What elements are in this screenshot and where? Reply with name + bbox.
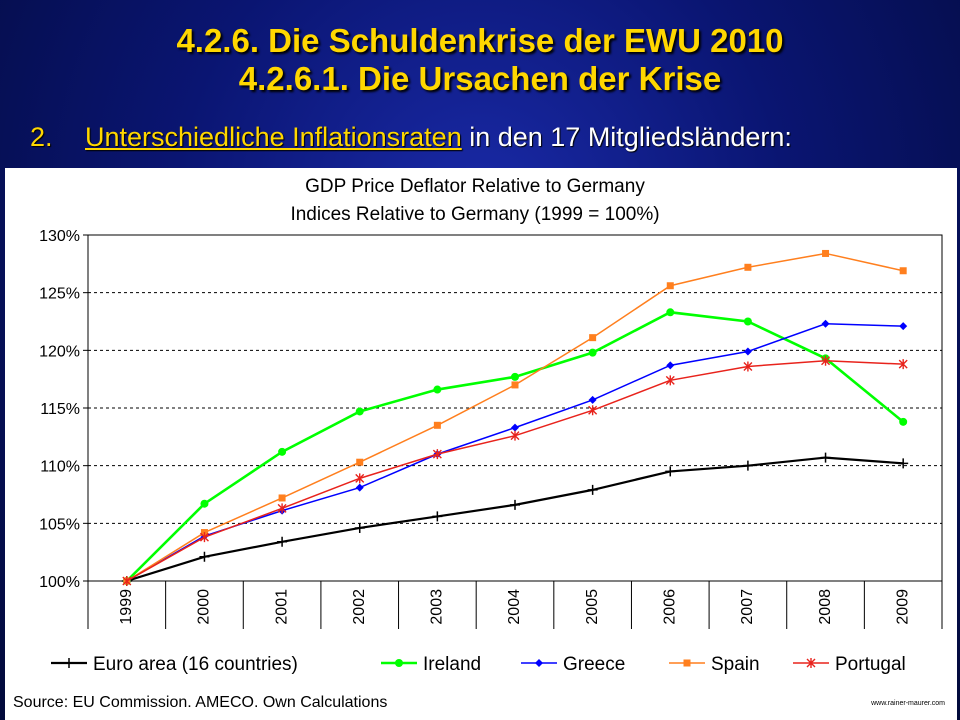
legend-marker-greece — [535, 659, 543, 667]
data-point-euro-area-16-countries — [510, 499, 520, 510]
data-point-euro-area-16-countries — [898, 458, 909, 469]
series-line-portugal — [126, 359, 904, 582]
data-point-ireland — [200, 499, 209, 508]
legend-marker-euro-area-16-countries — [64, 658, 74, 668]
x-tick-label: 2007 — [739, 589, 756, 625]
y-tick-label: 115% — [40, 401, 80, 418]
line-chart: GDP Price Deflator Relative to Germany I… — [39, 176, 943, 675]
data-point-portugal — [199, 532, 209, 543]
data-point-euro-area-16-countries — [277, 536, 288, 547]
data-point-euro-area-16-countries — [742, 460, 753, 471]
data-point-greece — [588, 395, 597, 404]
x-tick-label: 2000 — [196, 589, 213, 625]
data-point-portugal — [355, 473, 365, 484]
series-line-spain — [126, 252, 904, 582]
data-point-euro-area-16-countries — [820, 452, 831, 463]
data-point-portugal — [510, 430, 520, 441]
data-point-spain — [744, 263, 752, 271]
chart-panel: GDP Price Deflator Relative to Germany I… — [5, 168, 957, 720]
data-point-spain — [589, 334, 597, 342]
data-point-spain — [899, 267, 907, 275]
legend-marker-portugal — [806, 658, 816, 668]
data-point-ireland — [899, 417, 908, 426]
legend-label-greece: Greece — [563, 654, 625, 675]
legend-label-spain: Spain — [711, 654, 760, 675]
data-point-portugal — [743, 361, 753, 372]
series-line-euro-area-16-countries — [126, 456, 904, 583]
data-point-portugal — [898, 359, 908, 370]
data-point-portugal — [432, 449, 442, 460]
legend-label-portugal: Portugal — [835, 654, 906, 675]
legend-label-euro-area-16-countries: Euro area (16 countries) — [93, 654, 298, 675]
x-tick-label: 2003 — [429, 589, 446, 625]
data-point-greece — [511, 423, 519, 432]
data-point-ireland — [743, 317, 752, 326]
series-line-greece — [126, 323, 904, 582]
x-tick-label: 2002 — [351, 589, 368, 625]
title-line-1: 4.2.6. Die Schuldenkrise der EWU 2010 — [176, 22, 784, 59]
chart-subtitle: Indices Relative to Germany (1999 = 100%… — [290, 204, 659, 225]
website-url: www.rainer-maurer.com — [871, 700, 945, 707]
source-note: Source: EU Commission. AMECO. Own Calcul… — [13, 694, 388, 711]
legend-marker-ireland — [395, 659, 403, 667]
legend-marker-spain — [683, 659, 691, 667]
subtitle-number: 2. — [30, 122, 53, 152]
legend-label-ireland: Ireland — [423, 654, 481, 675]
y-tick-label: 130% — [39, 228, 80, 245]
data-point-ireland — [278, 447, 287, 456]
series-line-ireland — [125, 310, 905, 582]
data-point-spain — [666, 282, 674, 290]
data-point-greece — [899, 322, 908, 331]
title-line-2: 4.2.6.1. Die Ursachen der Krise — [238, 60, 722, 97]
y-tick-label: 105% — [39, 516, 80, 533]
x-tick-label: 2006 — [661, 589, 678, 625]
data-point-portugal — [122, 576, 132, 586]
data-point-greece — [355, 483, 364, 492]
x-tick-label: 2008 — [817, 589, 834, 625]
data-point-ireland — [433, 385, 442, 394]
y-tick-label: 125% — [39, 286, 80, 303]
data-point-ireland — [588, 348, 597, 357]
data-point-greece — [666, 361, 675, 370]
subtitle: 2. Unterschiedliche Inflationsraten in de… — [30, 122, 792, 153]
data-point-spain — [511, 381, 519, 389]
data-point-ireland — [355, 407, 364, 416]
y-tick-label: 120% — [39, 343, 80, 360]
data-point-spain — [433, 421, 441, 429]
chart-title: GDP Price Deflator Relative to Germany — [305, 176, 645, 197]
subtitle-rest: in den 17 Mitgliedsländern: — [461, 122, 792, 152]
data-point-euro-area-16-countries — [665, 466, 676, 477]
data-point-portugal — [277, 503, 287, 514]
subtitle-highlight: Unterschiedliche Inflationsraten — [85, 122, 462, 152]
x-tick-label: 2004 — [506, 589, 523, 625]
data-point-spain — [356, 458, 364, 466]
data-point-euro-area-16-countries — [432, 511, 443, 522]
data-point-ireland — [511, 372, 519, 381]
data-point-greece — [821, 319, 830, 328]
data-point-portugal — [665, 375, 675, 386]
data-point-euro-area-16-countries — [587, 484, 598, 495]
data-point-greece — [743, 347, 752, 356]
plot-area-border — [87, 234, 943, 582]
data-point-spain — [822, 249, 830, 257]
data-point-portugal — [821, 355, 831, 366]
data-point-spain — [278, 494, 286, 502]
x-tick-label: 1999 — [118, 589, 135, 625]
data-point-euro-area-16-countries — [199, 551, 210, 562]
x-tick-label: 2005 — [584, 589, 601, 625]
y-tick-label: 110% — [40, 459, 80, 476]
data-point-portugal — [588, 405, 598, 416]
x-tick-label: 2009 — [894, 589, 911, 625]
data-point-euro-area-16-countries — [354, 522, 365, 533]
y-tick-label: 100% — [39, 574, 80, 591]
x-tick-label: 2001 — [273, 589, 290, 625]
data-point-ireland — [666, 308, 675, 317]
